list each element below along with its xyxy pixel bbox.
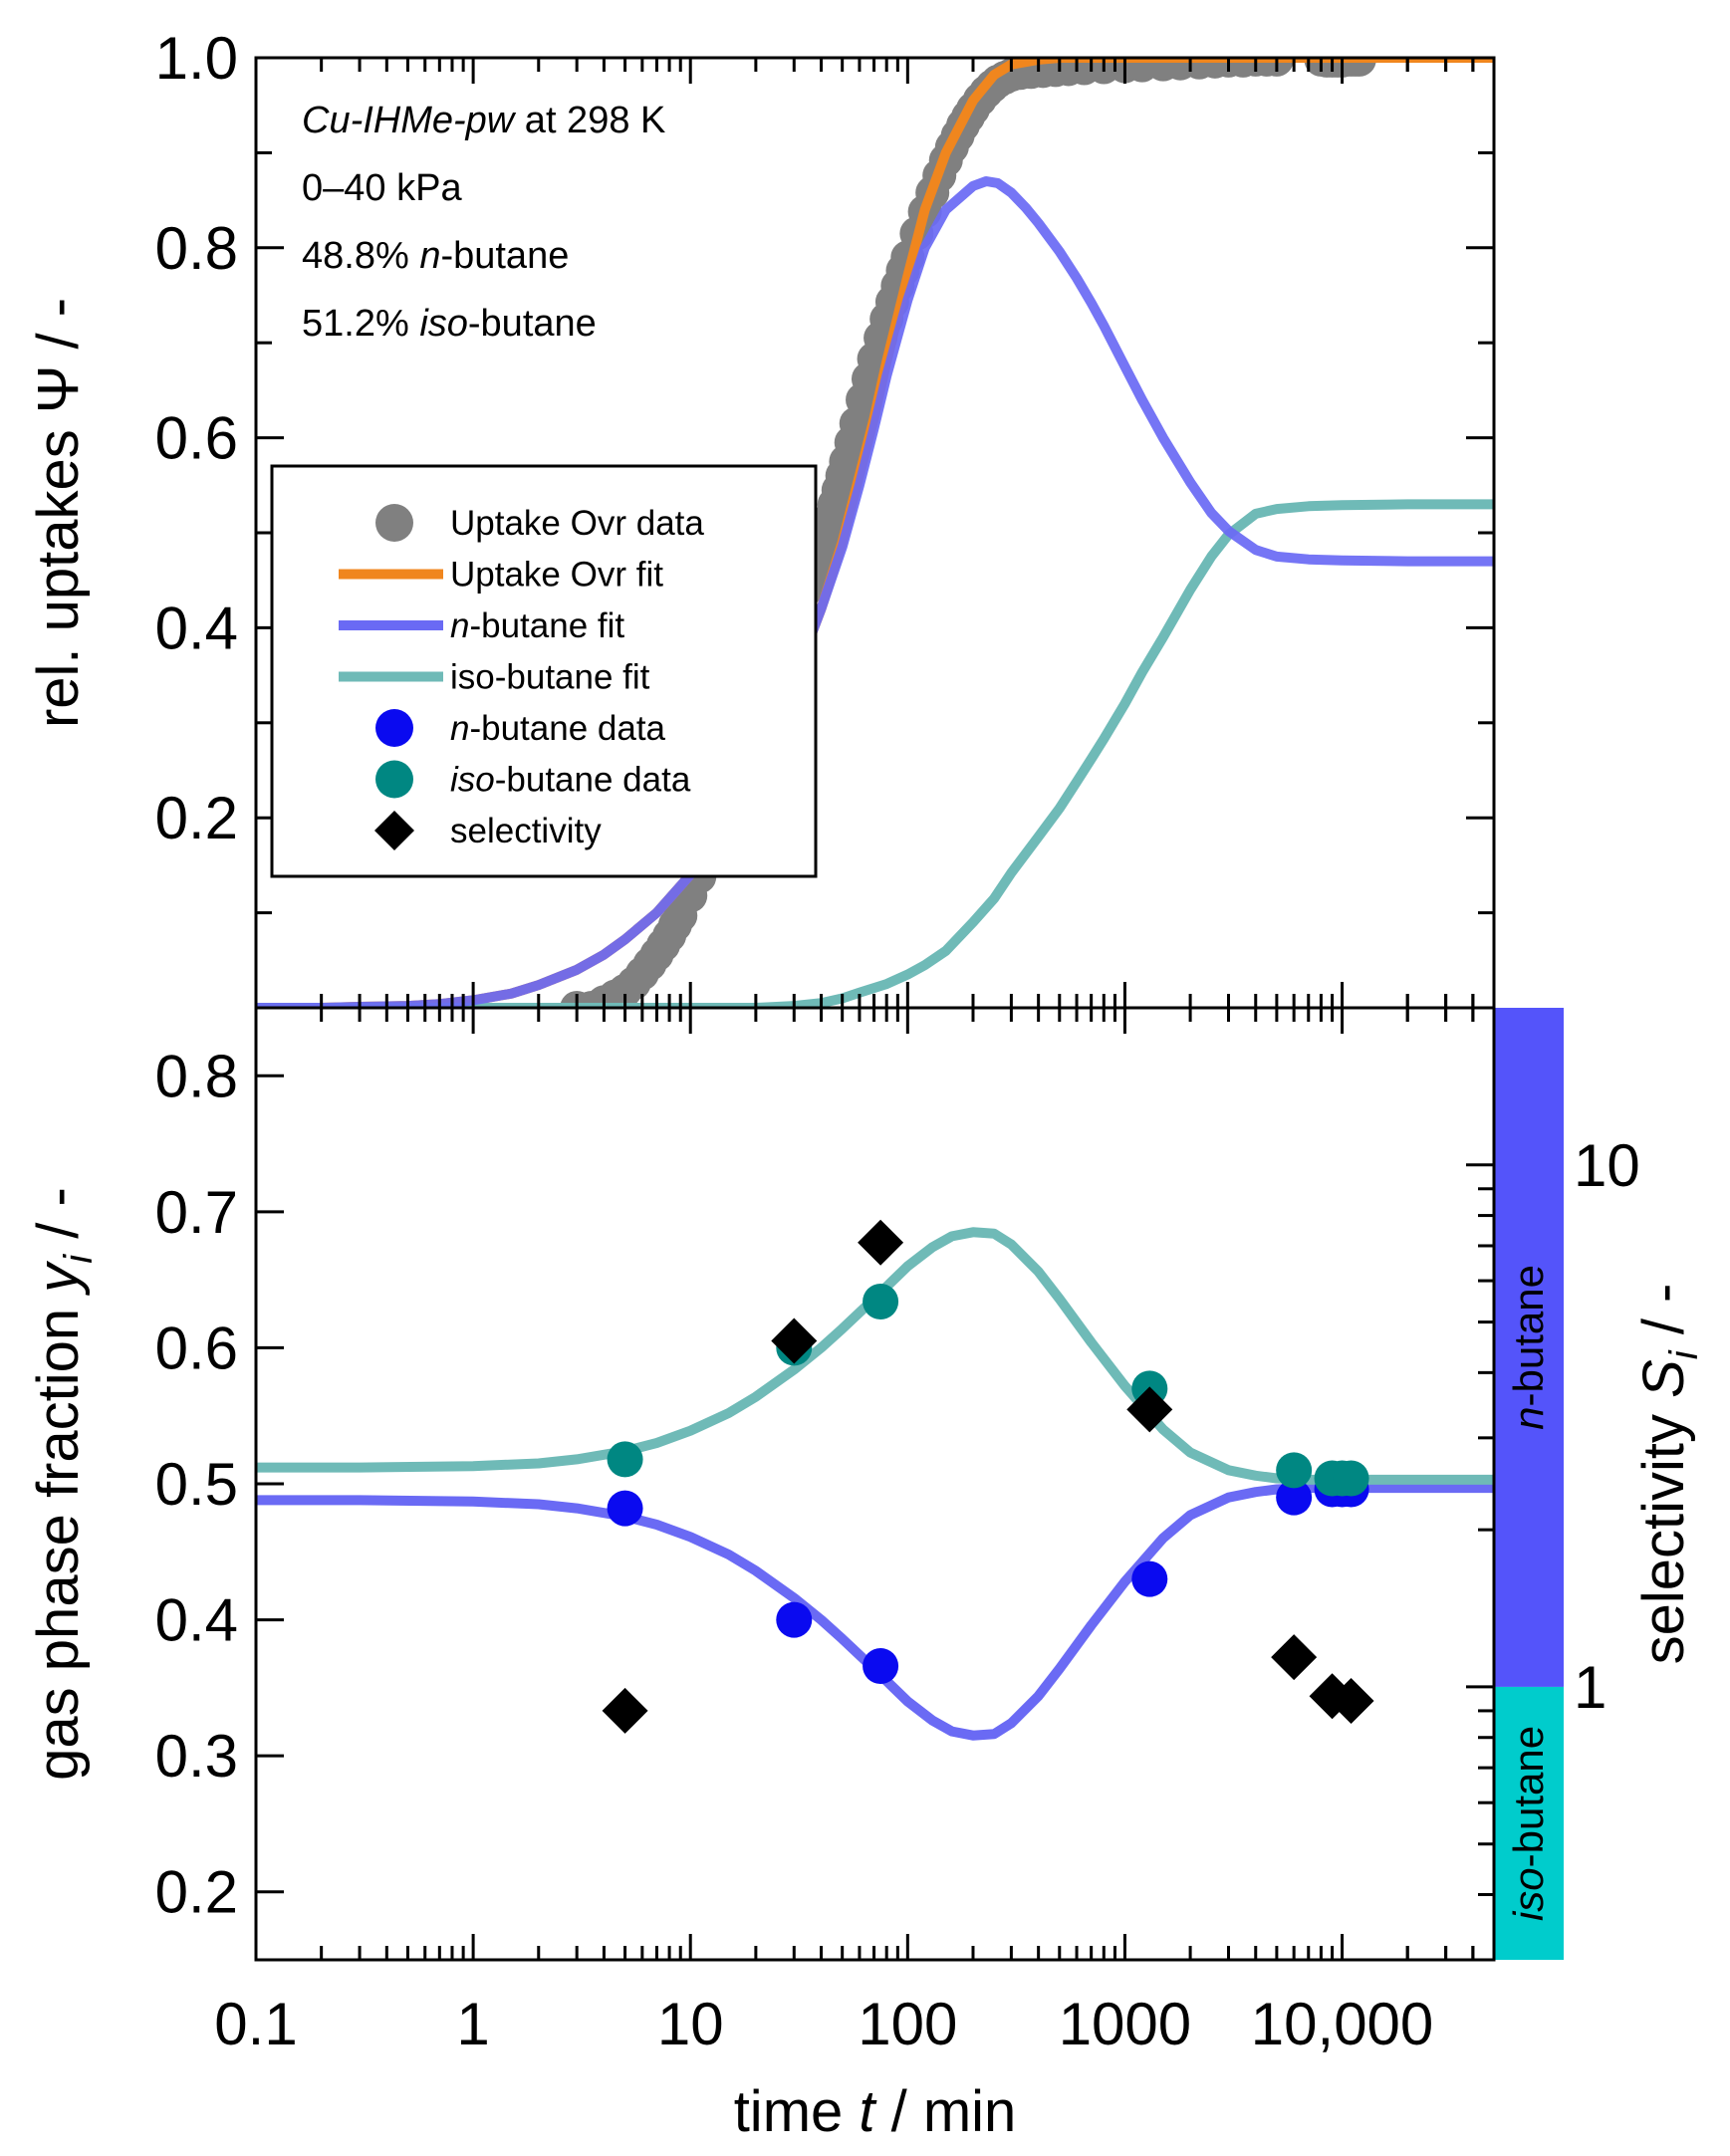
y-tick-label: 0.8 xyxy=(155,215,238,282)
iso-butane-fit-line xyxy=(256,1227,1494,1485)
bottom-panel-axes: 0.1 1 10 100 1000 10,000 0.2 0.3 0.4 0.5 0.6 0.7 0.8… xyxy=(155,1006,1640,2057)
band-label-1: iso-butane xyxy=(1505,1726,1552,1921)
legend-entry-6: selectivity xyxy=(450,812,602,850)
x-tick-label: 10,000 xyxy=(1251,1991,1434,2057)
selectivity-point xyxy=(771,1318,818,1364)
x-axis-title: time t / min xyxy=(734,2079,1017,2144)
x-tick-label: 10 xyxy=(657,1991,724,2057)
iso-butane-data-point xyxy=(607,1441,643,1478)
legend-marker-circle xyxy=(375,709,413,747)
iso-butane-data-point xyxy=(1276,1452,1313,1489)
n-butane-fit-line xyxy=(256,176,1494,1008)
y-tick-label: 0.5 xyxy=(155,1451,238,1518)
bottom-panel-series xyxy=(256,1219,1494,1741)
n-butane-fit-line xyxy=(256,1483,1494,1741)
iso-butane-fit-line xyxy=(256,499,1494,1008)
y-tick-label: 0.3 xyxy=(155,1723,238,1790)
band-1 xyxy=(1494,1686,1564,1960)
y-tick-label: 0.8 xyxy=(155,1043,238,1109)
selectivity-point xyxy=(602,1687,648,1734)
y-tick-label: 0.2 xyxy=(155,785,238,851)
n-butane-data-point xyxy=(1131,1560,1168,1597)
legend: Uptake Ovr data Uptake Ovr fit n-butane fi… xyxy=(270,464,818,878)
selectivity-point xyxy=(1126,1386,1173,1433)
legend-entry-0: Uptake Ovr data xyxy=(450,504,704,543)
n-butane-data-point xyxy=(863,1648,899,1685)
n-butane-data-point xyxy=(607,1490,643,1527)
axis-titles: rel. uptakes Ψ / - gas phase fraction yi … xyxy=(26,298,1706,2144)
legend-marker-circle xyxy=(375,760,413,799)
bottom-y-axis-title: gas phase fraction yi / - xyxy=(26,1187,101,1781)
legend-entry-1: Uptake Ovr fit xyxy=(450,556,663,595)
selectivity-point xyxy=(1271,1634,1318,1681)
x-tick-label: 1000 xyxy=(1059,1991,1191,2057)
iso-butane-data-point xyxy=(863,1283,899,1319)
y-tick-label: 0.4 xyxy=(155,1587,238,1654)
n-butane-data-point xyxy=(1276,1479,1313,1516)
selectivity-bands: n-butane iso-butane xyxy=(1494,1008,1564,1960)
y-tick-label: 1.0 xyxy=(155,25,238,92)
y2-tick-label: 10 xyxy=(1574,1132,1640,1199)
y2-tick-label: 1 xyxy=(1574,1654,1606,1721)
selectivity-point xyxy=(1328,1678,1374,1725)
y-tick-label: 0.6 xyxy=(155,405,238,472)
annotation-line-1: 0–40 kPa xyxy=(302,167,462,209)
band-0 xyxy=(1494,1008,1564,1687)
x-tick-label: 100 xyxy=(858,1991,957,2057)
legend-marker-diamond xyxy=(374,811,414,850)
x-tick-label: 0.1 xyxy=(214,1991,297,2057)
n-butane-data-point xyxy=(776,1601,813,1638)
selectivity-point xyxy=(858,1219,904,1266)
y-tick-label: 0.6 xyxy=(155,1315,238,1381)
legend-entry-5: iso-butane data xyxy=(450,761,691,800)
legend-box xyxy=(270,464,818,878)
band-label-0: n-butane xyxy=(1505,1265,1552,1430)
x-tick-label: 1 xyxy=(456,1991,489,2057)
annotation-line-2: 48.8% n-butane xyxy=(302,235,569,277)
annotation-line-3: 51.2% iso-butane xyxy=(302,303,597,345)
legend-entry-3: iso-butane fit xyxy=(450,658,650,697)
iso-butane-data-point xyxy=(1333,1460,1369,1497)
legend-entry-2: n-butane fit xyxy=(450,606,624,645)
y-tick-label: 0.2 xyxy=(155,1859,238,1926)
y-tick-label: 0.7 xyxy=(155,1179,238,1246)
top-y-axis-title: rel. uptakes Ψ / - xyxy=(26,298,91,728)
legend-entry-4: n-butane data xyxy=(450,709,666,748)
legend-marker-circle xyxy=(375,504,413,542)
y2-axis-title: selectivity Si / - xyxy=(1631,1284,1706,1665)
top-panel-axes: 0.2 0.4 0.6 0.8 1.0 xyxy=(155,25,1496,1010)
top-panel-annotations: Cu-IHMe-pw at 298 K 0–40 kPa 48.8% n-butan… xyxy=(302,100,665,345)
annotation-line-0: Cu-IHMe-pw at 298 K xyxy=(302,100,665,141)
y-tick-label: 0.4 xyxy=(155,595,238,661)
